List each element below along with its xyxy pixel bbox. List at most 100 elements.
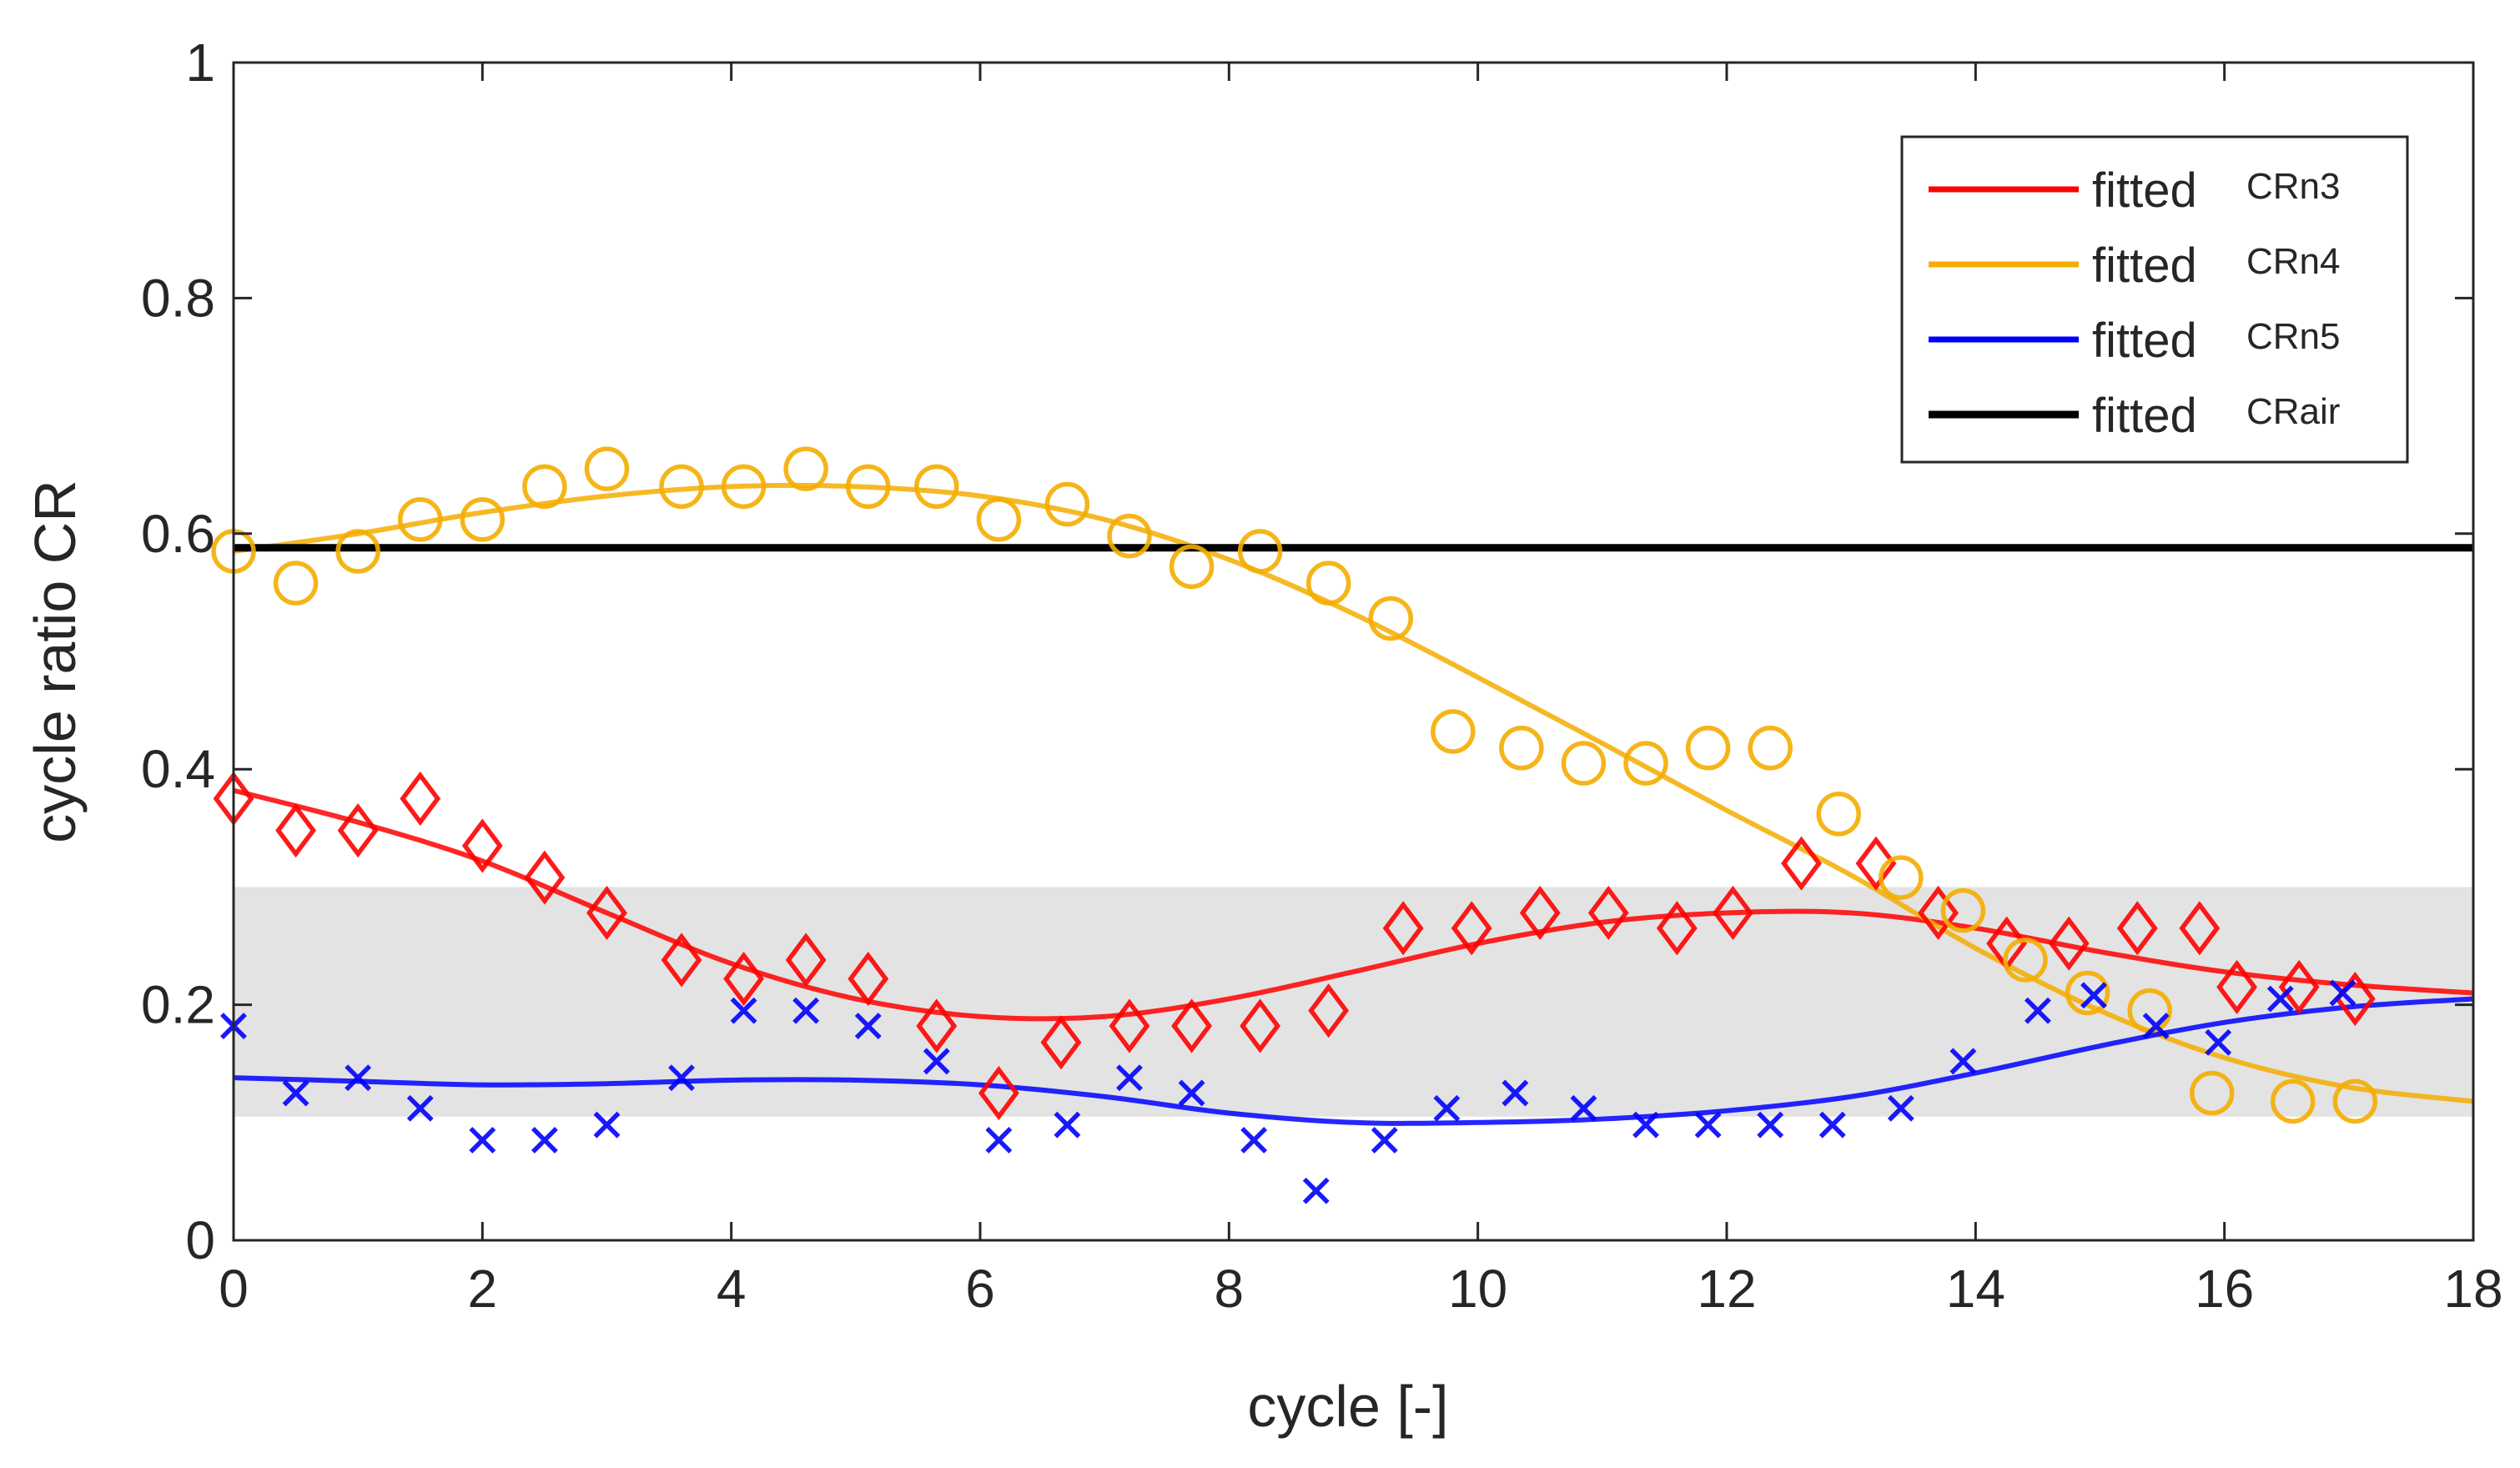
marker-crn4-5: [522, 464, 567, 510]
marker-crn3-29: [2116, 901, 2158, 956]
marker-crn5-21: [1570, 1094, 1597, 1122]
marker-crn3-8: [723, 951, 765, 1007]
marker-crn3-3: [400, 771, 441, 827]
marker-crn3-16: [1240, 998, 1281, 1053]
marker-crn5-32: [2266, 985, 2294, 1013]
marker-crn4-6: [584, 446, 630, 491]
marker-crn5-10: [854, 1013, 882, 1039]
marker-crn4-23: [1685, 726, 1731, 771]
marker-crn5-19: [1433, 1094, 1461, 1122]
marker-crn5-17: [1302, 1177, 1330, 1204]
marker-crn4-3: [398, 497, 443, 542]
x-tick-label-14: 14: [1946, 1259, 2005, 1319]
marker-crn4-17: [1305, 561, 1351, 606]
legend-label-crn3: fitted: [2092, 163, 2197, 218]
y-tick-label-0-4: 0.4: [141, 739, 215, 799]
x-axis-title: cycle [-]: [1247, 1374, 1448, 1439]
y-axis-title: cycle ratio CR: [23, 480, 88, 843]
marker-crn3-6: [586, 885, 627, 941]
marker-crn5-1: [282, 1079, 309, 1107]
legend: fitted CRn3 fitted CRn4 fitted CRn5 fitt…: [1900, 135, 2409, 464]
marker-crn3-4: [461, 818, 503, 873]
y-tick-label-0: 0: [185, 1210, 215, 1270]
axes-layer: 0 2 4 6 8 10 12 14 16 18 0 0.2 0.4 0.6 0.8 1: [141, 33, 2503, 1319]
marker-crn5-28: [2024, 997, 2051, 1024]
marker-crn5-7: [668, 1064, 695, 1092]
marker-crn5-14: [1116, 1064, 1143, 1092]
marker-crn5-4: [469, 1127, 496, 1154]
x-tick-label-12: 12: [1697, 1259, 1756, 1319]
marker-crn4-27: [1940, 887, 1986, 933]
marker-crn4-33: [2332, 1078, 2378, 1124]
marker-crn4-19: [1431, 709, 1476, 754]
marker-crn4-24: [1748, 726, 1793, 771]
fit-line-crn3: [233, 787, 2474, 1022]
y-tick-label-0-2: 0.2: [141, 975, 215, 1035]
marker-crn4-28: [2003, 938, 2048, 983]
marker-crn5-16: [1240, 1127, 1268, 1154]
markers-layer: [211, 446, 2378, 1204]
marker-crn5-5: [531, 1127, 558, 1154]
marker-crn4-4: [460, 497, 506, 542]
marker-crn4-16: [1237, 529, 1283, 574]
marker-crn3-28: [2048, 916, 2090, 971]
marker-crn3-14: [1109, 998, 1150, 1053]
marker-crn5-11: [923, 1048, 950, 1075]
marker-crn3-5: [524, 850, 566, 905]
fit-line-crn5: [233, 996, 2474, 1126]
marker-crn4-13: [1044, 481, 1090, 527]
x-tick-label-6: 6: [965, 1259, 995, 1319]
marker-crn4-2: [335, 529, 380, 574]
x-tick-label-10: 10: [1448, 1259, 1507, 1319]
marker-crn3-7: [661, 933, 702, 988]
marker-crn3-18: [1382, 901, 1424, 956]
marker-crn3-26: [1918, 885, 1959, 941]
marker-crn5-20: [1501, 1079, 1529, 1107]
marker-crn4-22: [1623, 741, 1668, 786]
y-tick-label-0-6: 0.6: [141, 504, 215, 564]
legend-label-crair: fitted: [2092, 389, 2197, 443]
marker-crn5-18: [1371, 1127, 1398, 1154]
x-tick-label-4: 4: [717, 1259, 747, 1319]
marker-crn4-14: [1107, 513, 1152, 559]
marker-crn4-18: [1368, 596, 1413, 641]
marker-crn4-8: [721, 464, 767, 510]
marker-crn3-15: [1171, 998, 1213, 1053]
marker-crn4-21: [1561, 741, 1607, 786]
marker-crn5-31: [2205, 1028, 2232, 1056]
marker-crn5-33: [2329, 979, 2357, 1007]
marker-crn3-21: [1587, 885, 1629, 941]
marker-crn3-17: [1308, 983, 1350, 1038]
marker-crn3-19: [1451, 901, 1492, 956]
x-tick-label-2: 2: [468, 1259, 498, 1319]
legend-sub-crn3: CRn3: [2246, 166, 2341, 207]
marker-crn5-29: [2080, 982, 2107, 1009]
legend-label-crn4: fitted: [2092, 239, 2197, 293]
marker-crn3-12: [978, 1065, 1019, 1121]
marker-crn4-10: [846, 464, 891, 510]
marker-crn4-29: [2065, 970, 2110, 1016]
marker-crn3-32: [2278, 959, 2320, 1015]
marker-crn3-9: [785, 933, 827, 988]
x-tick-label-0: 0: [219, 1259, 249, 1319]
x-tick-label-8: 8: [1215, 1259, 1245, 1319]
marker-crn3-20: [1519, 885, 1561, 941]
y-tick-label-1: 1: [185, 33, 215, 93]
marker-crn4-20: [1499, 726, 1544, 771]
marker-crn5-26: [1887, 1094, 1914, 1122]
marker-crn5-15: [1178, 1079, 1205, 1107]
marker-crn5-22: [1632, 1111, 1659, 1139]
plot-area-frame: [232, 61, 2475, 1242]
legend-label-crn5: fitted: [2092, 314, 2197, 368]
marker-crn4-25: [1816, 792, 1861, 837]
marker-crn3-2: [337, 803, 379, 858]
y-tick-label-0-8: 0.8: [141, 268, 215, 328]
marker-crn4-15: [1169, 544, 1215, 590]
marker-crn3-1: [275, 803, 317, 858]
marker-crn5-2: [345, 1064, 372, 1092]
marker-crn4-11: [914, 464, 959, 510]
x-tick-label-18: 18: [2443, 1259, 2502, 1319]
marker-crn5-23: [1694, 1111, 1722, 1139]
marker-crn5-12: [985, 1127, 1013, 1154]
